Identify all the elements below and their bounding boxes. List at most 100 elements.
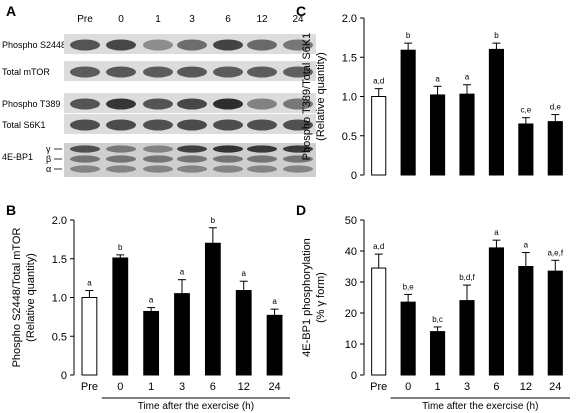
y-axis-label: Phospho S2448/Total mTOR bbox=[11, 228, 23, 368]
blot-band bbox=[283, 98, 313, 110]
significance-label: b bbox=[118, 243, 123, 252]
x-tick-label: 0 bbox=[405, 381, 411, 393]
x-tick-label: 0 bbox=[117, 381, 123, 393]
panel-label-d: D bbox=[296, 202, 306, 218]
blot-band bbox=[177, 155, 207, 163]
bar bbox=[112, 257, 129, 376]
blot-band bbox=[213, 98, 243, 110]
y-tick-label: 0 bbox=[351, 170, 357, 182]
x-axis-label: Time after the exercise (h) bbox=[422, 401, 538, 412]
blot-isoform-label: γ bbox=[46, 144, 51, 154]
blot-band bbox=[106, 165, 136, 173]
x-tick-label: 12 bbox=[520, 381, 532, 393]
significance-label: b bbox=[494, 31, 499, 40]
significance-label: a bbox=[465, 73, 470, 82]
blot-row-label: Phospho T389 bbox=[2, 99, 60, 109]
blot-band bbox=[143, 119, 173, 131]
y-tick-label: 0 bbox=[61, 370, 67, 382]
y-axis-label: (% γ form) bbox=[315, 272, 327, 323]
blot-band bbox=[247, 98, 277, 110]
bar bbox=[371, 267, 387, 376]
blot-lane-label: 0 bbox=[118, 14, 124, 25]
bar bbox=[235, 290, 252, 376]
blot-band bbox=[177, 165, 207, 173]
blot-band bbox=[247, 145, 277, 153]
bar bbox=[518, 123, 534, 176]
blot-band bbox=[213, 66, 243, 78]
blot-band bbox=[283, 66, 313, 78]
bar bbox=[266, 314, 283, 376]
bar bbox=[459, 93, 475, 176]
x-tick-label: 1 bbox=[148, 381, 154, 393]
bar bbox=[547, 121, 563, 176]
blot-band bbox=[283, 145, 313, 153]
blot-band bbox=[283, 155, 313, 163]
significance-label: b,e bbox=[403, 282, 415, 291]
blot-lane-label: Pre bbox=[77, 14, 93, 25]
blot-band bbox=[70, 66, 100, 78]
blot-band bbox=[177, 119, 207, 131]
blot-band bbox=[106, 119, 136, 131]
blot-band bbox=[213, 165, 243, 173]
blot-band bbox=[213, 119, 243, 131]
blot-band bbox=[106, 39, 136, 51]
x-tick-label: Pre bbox=[370, 381, 387, 393]
blot-band bbox=[177, 98, 207, 110]
blot-band bbox=[213, 145, 243, 153]
blot-band bbox=[177, 39, 207, 51]
x-tick-label: 3 bbox=[464, 381, 470, 393]
x-tick-label: Pre bbox=[81, 381, 98, 393]
x-tick-label: 12 bbox=[238, 381, 250, 393]
significance-label: a bbox=[180, 268, 185, 277]
y-tick-label: 1.0 bbox=[52, 293, 67, 305]
blot-lane-label: 1 bbox=[155, 14, 161, 25]
blot-band bbox=[106, 66, 136, 78]
significance-label: b bbox=[211, 216, 216, 225]
bar bbox=[430, 331, 446, 376]
bar bbox=[81, 297, 98, 376]
blot-band bbox=[143, 98, 173, 110]
blot-band bbox=[70, 39, 100, 51]
blot-band bbox=[106, 155, 136, 163]
significance-label: d,e bbox=[550, 103, 562, 112]
blot-band bbox=[143, 155, 173, 163]
x-tick-label: 6 bbox=[210, 381, 216, 393]
bar bbox=[204, 242, 221, 376]
significance-label: a bbox=[87, 279, 92, 288]
blot-band bbox=[70, 165, 100, 173]
significance-label: a bbox=[494, 228, 499, 237]
significance-label: a bbox=[149, 296, 154, 305]
bar bbox=[143, 310, 160, 376]
blot-band bbox=[70, 98, 100, 110]
blot-band bbox=[283, 119, 313, 131]
bar bbox=[488, 48, 504, 176]
y-tick-label: 2.0 bbox=[52, 215, 67, 227]
y-axis-label: (Relative quantity) bbox=[315, 52, 327, 141]
bar bbox=[547, 270, 563, 376]
blot-band bbox=[143, 165, 173, 173]
y-axis-label: 4E-BP1 phosphorylation bbox=[301, 238, 313, 357]
bar bbox=[488, 247, 504, 376]
y-tick-label: 1.0 bbox=[342, 92, 357, 104]
y-tick-label: 50 bbox=[345, 215, 357, 227]
y-axis-label: Phospho T389/Total S6K1 bbox=[301, 33, 313, 161]
blot-row-label: Total S6K1 bbox=[2, 120, 46, 130]
bar bbox=[518, 266, 534, 376]
panel-label-a: A bbox=[6, 3, 16, 19]
significance-label: a bbox=[524, 241, 529, 250]
x-tick-label: 1 bbox=[435, 381, 441, 393]
blot-isoform-label: α bbox=[46, 164, 51, 174]
significance-label: a bbox=[272, 297, 277, 306]
blot-band bbox=[106, 145, 136, 153]
y-tick-label: 1.5 bbox=[52, 254, 67, 266]
significance-label: a bbox=[241, 269, 246, 278]
blot-lane-label: 6 bbox=[225, 14, 231, 25]
blot-band bbox=[177, 66, 207, 78]
bar bbox=[459, 300, 475, 376]
y-tick-label: 20 bbox=[345, 308, 357, 320]
bar bbox=[400, 49, 416, 176]
blot-band bbox=[247, 39, 277, 51]
bar bbox=[400, 301, 416, 376]
